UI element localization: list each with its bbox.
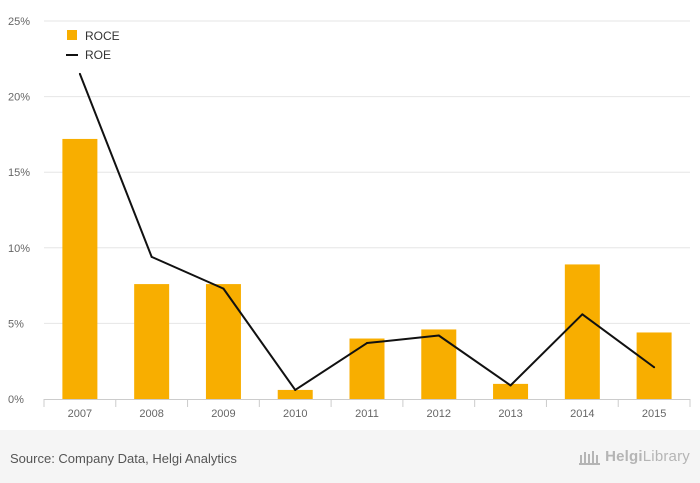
brand-logo: HelgiLibrary [579,448,690,465]
bar-roce-2012 [421,329,457,399]
bar-roce-2007 [62,138,98,399]
point-roe-2011 [366,342,368,345]
x-tick-label: 2011 [355,408,379,420]
library-building-icon [579,450,601,465]
x-tick-label: 2014 [570,408,594,420]
y-tick-label: 10% [8,243,30,255]
roe-line-series [78,72,656,391]
x-tick-label: 2010 [283,408,307,420]
legend-label-roce: ROCE [85,29,120,43]
y-tick-label: 25% [8,16,30,28]
roce-bars [62,138,672,399]
source-note: Source: Company Data, Helgi Analytics [10,451,237,466]
point-roe-2012 [437,334,440,337]
chart-footer: Source: Company Data, Helgi Analytics He… [0,430,700,483]
bar-roce-2011 [349,338,385,399]
y-axis-ticks: 0% 5% 10% 15% 20% 25% [8,16,30,406]
bar-roce-2013 [493,383,529,399]
y-tick-label: 0% [8,394,24,406]
bar-roce-2015 [636,332,672,399]
x-tick-label: 2015 [642,408,666,420]
legend-swatch-roce [67,30,77,40]
x-tick-label: 2013 [498,408,522,420]
y-tick-label: 15% [8,167,30,179]
point-roe-2008 [150,255,153,258]
brand-name: HelgiLibrary [605,448,690,465]
legend-label-roe: ROE [85,48,111,62]
point-roe-2007 [78,72,81,75]
point-roe-2009 [222,287,225,290]
bar-roce-2014 [564,264,600,399]
x-tick-label: 2009 [211,408,235,420]
y-tick-label: 20% [8,92,30,104]
y-tick-label: 5% [8,318,24,330]
x-tick-label: 2008 [139,408,163,420]
brand-name-suffix: Library [642,448,690,465]
x-tick-label: 2007 [68,408,92,420]
x-axis: 2007 2008 2009 2010 2011 2012 2013 2014 2015 [43,399,691,420]
x-tick-label: 2012 [427,408,451,420]
point-roe-2013 [509,384,512,387]
bar-roce-2009 [205,284,241,399]
legend: ROCE ROE [66,29,120,62]
point-roe-2010 [294,388,297,391]
point-roe-2014 [581,313,584,316]
chart-svg: 0% 5% 10% 15% 20% 25% 2007 2008 2009 2010 2011 201… [8,16,691,420]
point-roe-2015 [653,366,656,369]
bar-roce-2010 [277,389,313,399]
brand-name-main: Helgi [605,448,643,465]
bar-roce-2008 [134,284,170,399]
